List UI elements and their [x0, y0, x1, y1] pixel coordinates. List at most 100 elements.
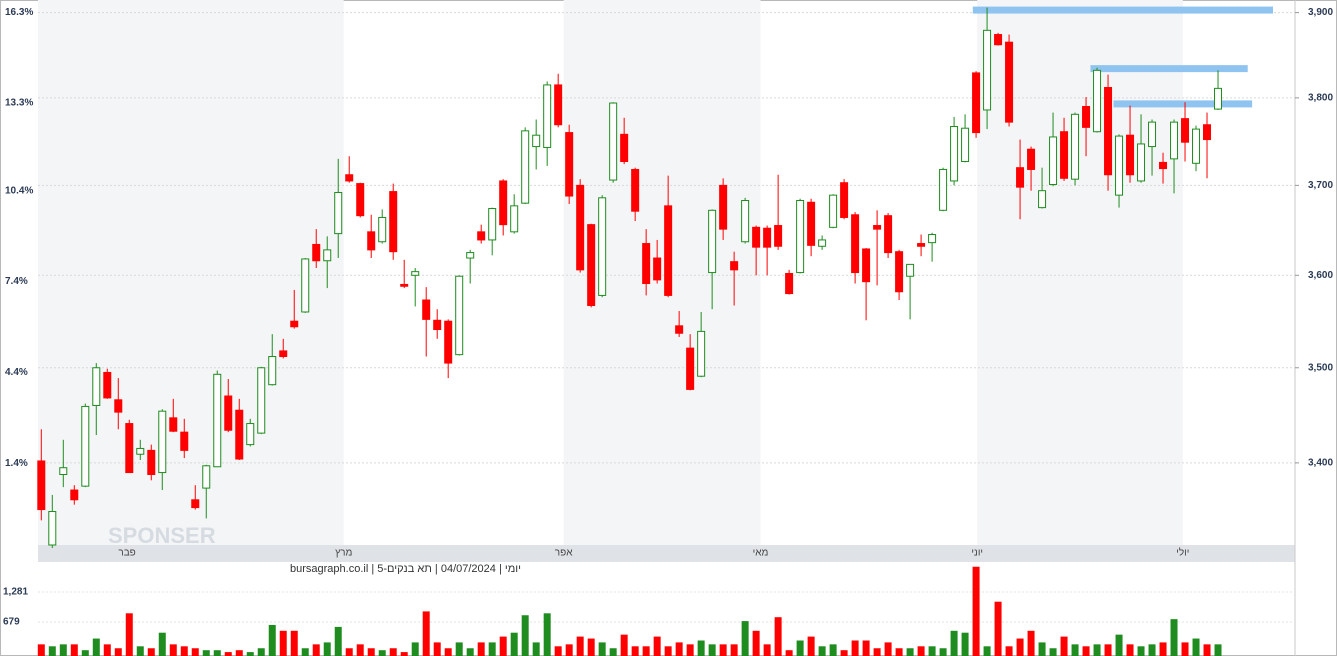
- candle-body: [1038, 190, 1047, 209]
- volume-bar: [851, 640, 859, 656]
- candle-body: [521, 130, 530, 204]
- candle-body: [1082, 105, 1091, 128]
- candle-body: [620, 133, 629, 163]
- candle-body: [125, 423, 134, 474]
- volume-bar: [1181, 642, 1189, 656]
- volume-bar: [554, 646, 562, 656]
- volume-bar: [1016, 638, 1024, 656]
- volume-bar: [455, 642, 463, 656]
- candle-body: [1027, 148, 1036, 170]
- candle-body: [653, 257, 662, 281]
- volume-bar: [411, 642, 419, 656]
- candle-body: [455, 275, 464, 356]
- candle-body: [290, 320, 299, 328]
- candle-body: [796, 199, 805, 274]
- level-line: [1090, 65, 1248, 73]
- candle-body: [1126, 134, 1135, 176]
- candle-body: [169, 417, 178, 432]
- volume-bar: [213, 650, 221, 656]
- volume-bar: [884, 642, 892, 656]
- volume-tick-label: 1,281: [3, 587, 28, 598]
- candle-body: [961, 127, 970, 163]
- x-tick-label: אפר: [555, 548, 573, 559]
- candle-body: [147, 449, 156, 476]
- candle-body: [774, 225, 783, 247]
- volume-bar: [103, 644, 111, 656]
- volume-bar: [620, 634, 628, 656]
- candle-body: [1049, 136, 1058, 185]
- volume-bar: [202, 650, 210, 656]
- volume-bar: [1170, 619, 1178, 656]
- volume-bar: [389, 648, 397, 656]
- volume-bar: [477, 642, 485, 656]
- candle-body: [312, 243, 321, 262]
- volume-bar: [587, 638, 595, 656]
- volume-bar: [279, 630, 287, 656]
- candle-body: [279, 350, 288, 358]
- x-axis-strip: [38, 545, 1295, 562]
- y2-tick-label: 7.4%: [5, 276, 28, 287]
- volume-bar: [499, 636, 507, 656]
- x-tick-label: פבר: [118, 548, 135, 559]
- volume-bar: [576, 636, 584, 656]
- y-tick-label: 3,700: [1308, 180, 1333, 191]
- candle-body: [92, 367, 101, 406]
- volume-bar: [862, 640, 870, 656]
- volume-bar: [906, 648, 914, 656]
- candle-body: [1159, 161, 1168, 170]
- candle-body: [785, 272, 794, 295]
- candle-body: [884, 215, 893, 254]
- candle-body: [807, 201, 816, 246]
- volume-bar: [807, 636, 815, 656]
- volume-bar: [378, 650, 386, 656]
- candle-body: [719, 184, 728, 230]
- candle-body: [939, 168, 948, 211]
- candle-body: [400, 283, 409, 287]
- y-tick-label: 3,500: [1308, 362, 1333, 373]
- volume-bar: [323, 642, 331, 656]
- volume-bar: [37, 644, 45, 656]
- volume-bar: [70, 644, 78, 656]
- candle-body: [70, 489, 79, 501]
- volume-bar: [532, 642, 540, 656]
- candle-body: [1214, 87, 1223, 110]
- x-tick-label: מאי: [753, 548, 769, 559]
- volume-bar: [1060, 636, 1068, 656]
- candle-body: [983, 29, 992, 111]
- candle-body: [433, 319, 442, 331]
- candle-body: [444, 320, 453, 364]
- volume-bar: [1027, 630, 1035, 656]
- candle-body: [1093, 69, 1102, 133]
- volume-bar: [1071, 644, 1079, 656]
- volume-bar: [444, 648, 452, 656]
- candle-body: [1115, 135, 1124, 196]
- candle-body: [708, 209, 717, 274]
- candle-body: [917, 243, 926, 247]
- y2-tick-label: 1.4%: [5, 458, 28, 469]
- volume-bar: [257, 648, 265, 656]
- candle-body: [895, 251, 904, 293]
- volume-bar: [895, 648, 903, 656]
- volume-bar: [235, 650, 243, 656]
- candle-body: [81, 405, 90, 487]
- volume-bar: [136, 646, 144, 656]
- candle-body: [477, 231, 486, 241]
- x-tick-label: יולי: [1176, 547, 1189, 559]
- candle-body: [664, 205, 673, 296]
- volume-bar: [642, 646, 650, 656]
- volume-bar: [433, 642, 441, 656]
- volume-bar: [224, 652, 232, 656]
- candle-body: [48, 511, 57, 546]
- volume-bar: [1082, 646, 1090, 656]
- volume-bar: [675, 642, 683, 656]
- candle-body: [323, 249, 332, 262]
- volume-bar: [829, 644, 837, 656]
- volume-bar: [147, 648, 155, 656]
- volume-bar: [719, 644, 727, 656]
- x-tick-label: יוני: [971, 548, 983, 559]
- y-tick-label: 3,400: [1308, 458, 1333, 469]
- candle-body: [906, 263, 915, 277]
- volume-bar: [59, 644, 67, 656]
- volume-bar: [169, 644, 177, 656]
- y-tick-label: 3,600: [1308, 270, 1333, 281]
